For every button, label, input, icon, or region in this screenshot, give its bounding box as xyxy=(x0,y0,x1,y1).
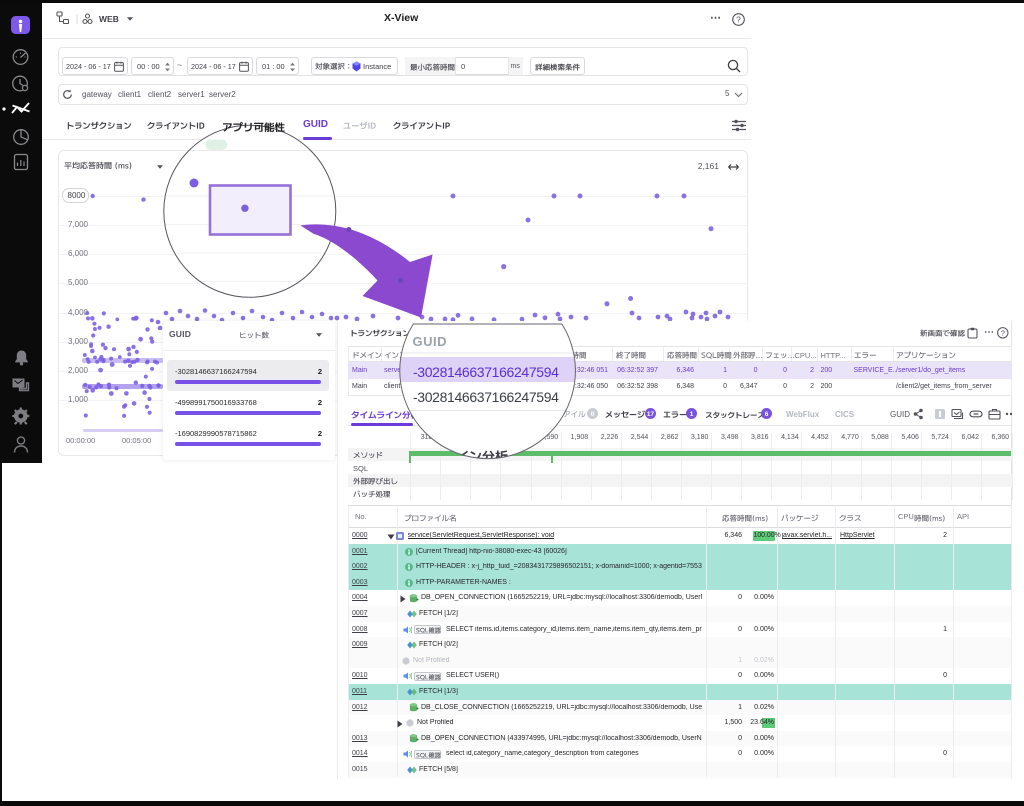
svg-text:GUID: GUID xyxy=(413,334,448,349)
svg-text:?: ? xyxy=(1001,328,1005,337)
svg-text:?: ? xyxy=(736,14,741,24)
svg-text:1: 1 xyxy=(690,411,694,418)
svg-text:17: 17 xyxy=(646,411,654,418)
svg-text:6: 6 xyxy=(764,411,768,418)
svg-text:0: 0 xyxy=(590,411,594,418)
